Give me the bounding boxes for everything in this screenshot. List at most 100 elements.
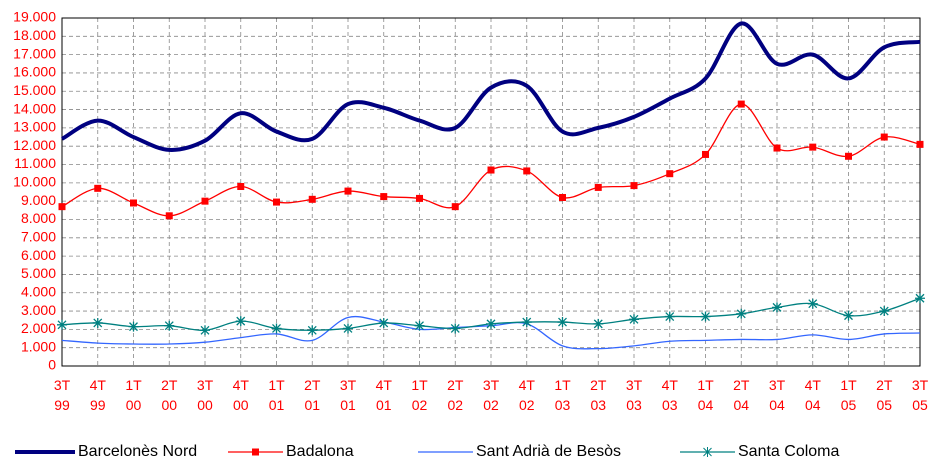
y-tick-label: 9.000 xyxy=(21,192,56,208)
y-tick-label: 6.000 xyxy=(21,247,56,263)
legend-marker xyxy=(252,448,259,456)
x-tick-label: 3T 00 xyxy=(197,377,214,413)
y-tick-label: 7.000 xyxy=(21,228,56,244)
marker xyxy=(380,193,388,201)
x-tick-label: 1T 05 xyxy=(840,377,857,413)
x-tick-label: 1T 02 xyxy=(411,377,428,413)
marker xyxy=(237,183,245,191)
marker xyxy=(416,194,423,202)
marker xyxy=(343,323,353,334)
legend-marker xyxy=(702,447,713,457)
marker xyxy=(521,317,532,328)
y-tick-label: 11.000 xyxy=(14,155,56,171)
x-tick-label: 2T 03 xyxy=(590,377,607,413)
x-tick-label: 3T 03 xyxy=(626,377,643,413)
marker xyxy=(559,193,566,201)
marker xyxy=(915,293,925,304)
marker xyxy=(308,195,316,203)
marker xyxy=(58,203,66,211)
series-line xyxy=(60,21,921,152)
x-tick-label: 4T 04 xyxy=(805,377,822,413)
y-tick-label: 3.000 xyxy=(21,302,56,318)
marker xyxy=(702,150,709,158)
marker xyxy=(629,314,639,325)
y-tick-label: 4.000 xyxy=(21,283,56,299)
marker xyxy=(94,184,102,192)
marker xyxy=(916,140,924,148)
x-tick-label: 4T 02 xyxy=(519,377,536,413)
marker xyxy=(378,317,389,328)
marker xyxy=(809,143,817,151)
y-tick-label: 13.000 xyxy=(13,119,56,135)
x-tick-label: 2T 04 xyxy=(733,377,750,413)
y-tick-label: 12.000 xyxy=(13,137,56,153)
y-tick-label: 1.000 xyxy=(21,338,56,354)
marker xyxy=(736,308,747,319)
marker xyxy=(807,298,818,309)
x-tick-label: 3T 01 xyxy=(340,377,357,413)
plot-border xyxy=(61,17,921,367)
y-tick-label: 8.000 xyxy=(21,210,56,226)
marker xyxy=(557,317,568,328)
x-tick-label: 1T 03 xyxy=(554,377,571,413)
legend-label: Santa Coloma xyxy=(738,443,839,460)
x-tick-label: 1T 01 xyxy=(268,377,285,413)
x-tick-label: 2T 02 xyxy=(447,377,464,413)
marker xyxy=(130,199,137,207)
marker xyxy=(200,325,210,336)
marker xyxy=(57,319,67,330)
marker xyxy=(630,182,638,190)
marker xyxy=(880,133,888,141)
y-tick-label: 16.000 xyxy=(13,64,56,80)
y-tick-label: 19.000 xyxy=(13,9,56,25)
marker xyxy=(451,203,459,211)
x-tick-label: 3T 05 xyxy=(912,377,929,413)
x-tick-label: 2T 00 xyxy=(161,377,178,413)
y-tick-label: 0 xyxy=(48,357,56,373)
marker xyxy=(450,323,461,334)
x-tick-label: 1T 00 xyxy=(125,377,142,413)
x-tick-label: 4T 00 xyxy=(233,377,250,413)
y-tick-label: 18.000 xyxy=(13,27,56,43)
x-tick-label: 4T 01 xyxy=(376,377,393,413)
x-tick-label: 3T 99 xyxy=(54,377,71,413)
marker xyxy=(128,321,139,332)
marker xyxy=(164,320,175,331)
x-tick-label: 1T 04 xyxy=(697,377,714,413)
marker xyxy=(664,311,675,322)
x-tick-label: 3T 02 xyxy=(483,377,500,413)
y-tick-label: 17.000 xyxy=(13,45,56,61)
marker xyxy=(737,100,745,108)
marker xyxy=(307,325,318,336)
y-tick-label: 2.000 xyxy=(21,320,56,336)
marker xyxy=(700,311,711,322)
legend-label: Barcelonès Nord xyxy=(78,443,197,460)
marker xyxy=(594,183,602,191)
y-tick-label: 14.000 xyxy=(13,100,56,116)
y-tick-label: 15.000 xyxy=(13,82,56,98)
marker xyxy=(666,170,674,178)
marker xyxy=(235,316,246,327)
x-tick-label: 2T 01 xyxy=(304,377,321,413)
marker xyxy=(271,323,282,334)
x-tick-label: 3T 04 xyxy=(769,377,786,413)
marker xyxy=(92,317,103,328)
marker xyxy=(773,144,781,152)
x-tick-label: 4T 03 xyxy=(662,377,679,413)
marker xyxy=(273,198,280,206)
x-tick-label: 2T 05 xyxy=(876,377,893,413)
marker xyxy=(843,310,854,321)
legend-label: Badalona xyxy=(286,443,354,460)
marker xyxy=(523,167,531,175)
y-tick-label: 10.000 xyxy=(13,174,56,190)
marker xyxy=(201,197,209,205)
marker xyxy=(165,212,173,220)
marker xyxy=(845,152,852,160)
legend-label: Sant Adrià de Besòs xyxy=(476,443,621,460)
marker xyxy=(772,302,782,313)
y-tick-label: 5.000 xyxy=(21,265,56,281)
marker xyxy=(593,318,604,329)
marker xyxy=(414,320,425,331)
marker xyxy=(487,166,495,174)
